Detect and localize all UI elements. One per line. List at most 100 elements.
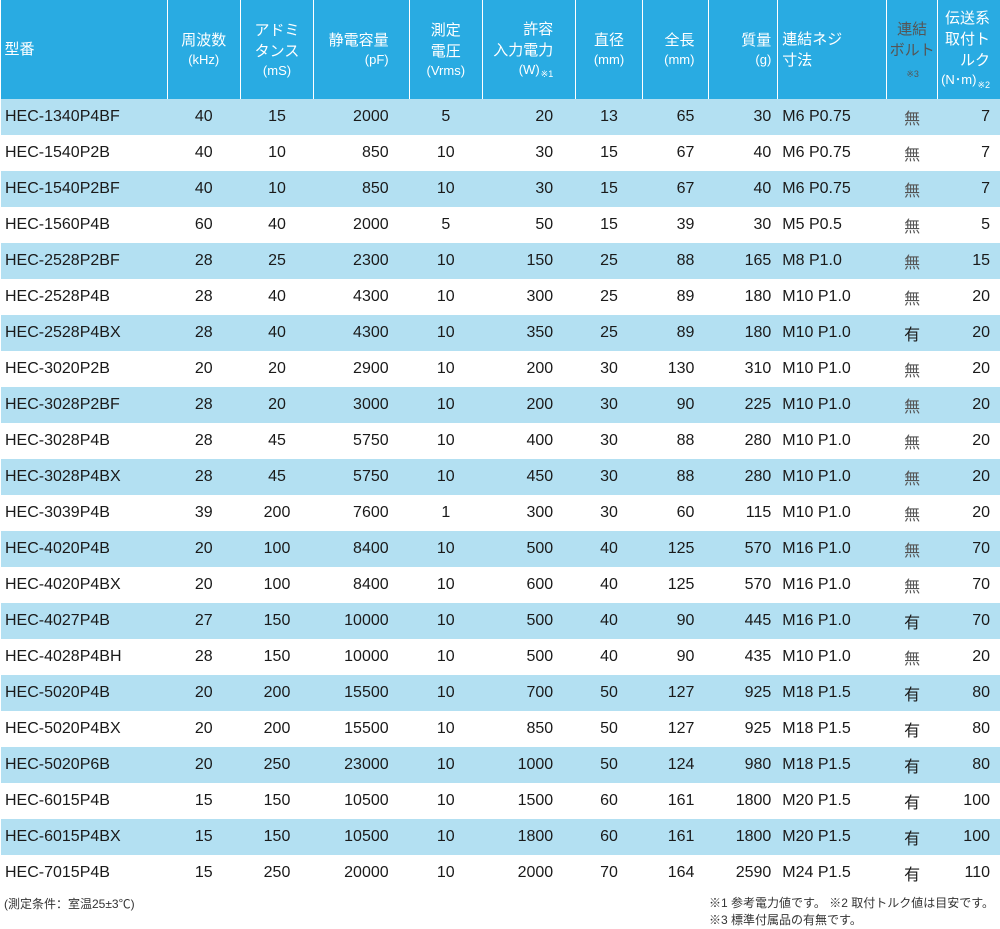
cell-len: 124 <box>642 747 709 783</box>
cell-len: 89 <box>642 315 709 351</box>
cell-len: 161 <box>642 819 709 855</box>
cell-volt: 10 <box>409 423 482 459</box>
cell-bolt: 有 <box>887 711 938 747</box>
cell-freq: 60 <box>167 207 240 243</box>
cell-adm: 200 <box>240 675 313 711</box>
cell-len: 39 <box>642 207 709 243</box>
cell-pow: 400 <box>482 423 575 459</box>
cell-mass: 925 <box>709 711 778 747</box>
cell-bolt: 無 <box>887 567 938 603</box>
cell-model: HEC-3028P4BX <box>1 459 168 495</box>
cell-mass: 310 <box>709 351 778 387</box>
cell-pow: 300 <box>482 495 575 531</box>
cell-screw: M24 P1.5 <box>778 855 887 891</box>
cell-pow: 200 <box>482 351 575 387</box>
cell-bolt: 無 <box>887 459 938 495</box>
cell-pow: 850 <box>482 711 575 747</box>
cell-mass: 1800 <box>709 783 778 819</box>
cell-model: HEC-4020P4B <box>1 531 168 567</box>
cell-freq: 20 <box>167 711 240 747</box>
cell-model: HEC-6015P4B <box>1 783 168 819</box>
cell-cap: 3000 <box>314 387 410 423</box>
cell-adm: 20 <box>240 351 313 387</box>
cell-torque: 20 <box>938 495 1000 531</box>
cell-dia: 50 <box>576 747 643 783</box>
cell-volt: 10 <box>409 387 482 423</box>
cell-cap: 2900 <box>314 351 410 387</box>
cell-adm: 40 <box>240 315 313 351</box>
cell-cap: 2000 <box>314 207 410 243</box>
cell-len: 88 <box>642 459 709 495</box>
cell-pow: 350 <box>482 315 575 351</box>
cell-len: 88 <box>642 423 709 459</box>
cell-dia: 30 <box>576 495 643 531</box>
table-row: HEC-1540P2BF40108501030156740M6 P0.75無7 <box>1 171 1000 207</box>
cell-pow: 20 <box>482 99 575 135</box>
cell-torque: 80 <box>938 711 1000 747</box>
measurement-condition: (測定条件：室温25±3℃) <box>4 895 135 929</box>
cell-volt: 10 <box>409 747 482 783</box>
cell-freq: 28 <box>167 243 240 279</box>
cell-adm: 200 <box>240 711 313 747</box>
cell-dia: 30 <box>576 387 643 423</box>
table-row: HEC-3020P2B202029001020030130310M10 P1.0… <box>1 351 1000 387</box>
cell-screw: M10 P1.0 <box>778 639 887 675</box>
cell-torque: 7 <box>938 135 1000 171</box>
cell-torque: 20 <box>938 351 1000 387</box>
cell-freq: 28 <box>167 639 240 675</box>
cell-adm: 40 <box>240 207 313 243</box>
cell-bolt: 有 <box>887 747 938 783</box>
cell-mass: 115 <box>709 495 778 531</box>
cell-len: 125 <box>642 567 709 603</box>
cell-freq: 28 <box>167 279 240 315</box>
cell-torque: 5 <box>938 207 1000 243</box>
cell-torque: 20 <box>938 279 1000 315</box>
cell-mass: 435 <box>709 639 778 675</box>
cell-adm: 45 <box>240 459 313 495</box>
cell-torque: 80 <box>938 675 1000 711</box>
cell-adm: 15 <box>240 99 313 135</box>
cell-dia: 15 <box>576 135 643 171</box>
cell-screw: M16 P1.0 <box>778 603 887 639</box>
cell-bolt: 無 <box>887 423 938 459</box>
cell-dia: 30 <box>576 459 643 495</box>
cell-freq: 20 <box>167 351 240 387</box>
cell-bolt: 有 <box>887 675 938 711</box>
table-row: HEC-3039P4B39200760013003060115M10 P1.0無… <box>1 495 1000 531</box>
table-row: HEC-1560P4B60402000550153930M5 P0.5無5 <box>1 207 1000 243</box>
cell-model: HEC-3039P4B <box>1 495 168 531</box>
cell-freq: 20 <box>167 531 240 567</box>
cell-screw: M18 P1.5 <box>778 747 887 783</box>
cell-screw: M6 P0.75 <box>778 135 887 171</box>
cell-mass: 30 <box>709 99 778 135</box>
cell-adm: 150 <box>240 819 313 855</box>
cell-model: HEC-5020P4BX <box>1 711 168 747</box>
cell-dia: 25 <box>576 243 643 279</box>
cell-cap: 10000 <box>314 639 410 675</box>
cell-pow: 2000 <box>482 855 575 891</box>
cell-mass: 2590 <box>709 855 778 891</box>
cell-torque: 20 <box>938 423 1000 459</box>
cell-bolt: 有 <box>887 783 938 819</box>
cell-cap: 4300 <box>314 279 410 315</box>
cell-cap: 4300 <box>314 315 410 351</box>
table-row: HEC-4020P4BX2010084001060040125570M16 P1… <box>1 567 1000 603</box>
header-model: 型番 <box>1 0 168 99</box>
cell-bolt: 無 <box>887 207 938 243</box>
cell-bolt: 無 <box>887 351 938 387</box>
cell-volt: 10 <box>409 531 482 567</box>
cell-mass: 180 <box>709 279 778 315</box>
cell-torque: 80 <box>938 747 1000 783</box>
cell-cap: 5750 <box>314 459 410 495</box>
table-row: HEC-2528P4B28404300103002589180M10 P1.0無… <box>1 279 1000 315</box>
cell-volt: 10 <box>409 315 482 351</box>
cell-volt: 10 <box>409 603 482 639</box>
cell-pow: 50 <box>482 207 575 243</box>
cell-torque: 20 <box>938 459 1000 495</box>
cell-torque: 20 <box>938 387 1000 423</box>
cell-model: HEC-6015P4BX <box>1 819 168 855</box>
cell-volt: 10 <box>409 459 482 495</box>
cell-screw: M6 P0.75 <box>778 99 887 135</box>
cell-adm: 200 <box>240 495 313 531</box>
cell-cap: 10000 <box>314 603 410 639</box>
